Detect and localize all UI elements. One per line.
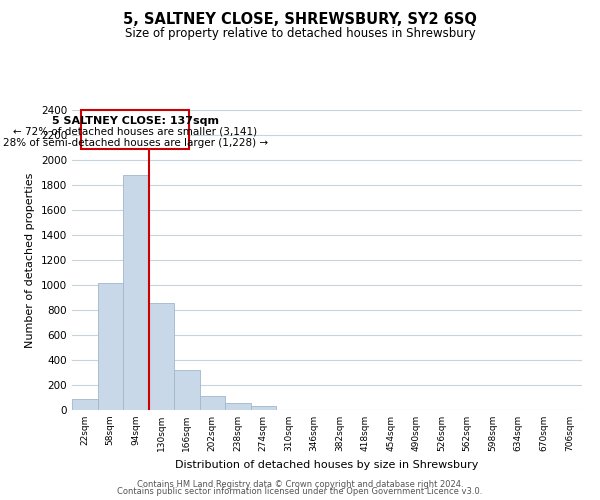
Text: 28% of semi-detached houses are larger (1,228) →: 28% of semi-detached houses are larger (… <box>2 138 268 148</box>
Y-axis label: Number of detached properties: Number of detached properties <box>25 172 35 348</box>
Bar <box>97 282 123 410</box>
Bar <box>149 303 174 410</box>
Text: ← 72% of detached houses are smaller (3,141): ← 72% of detached houses are smaller (3,… <box>13 127 257 137</box>
Text: Contains public sector information licensed under the Open Government Licence v3: Contains public sector information licen… <box>118 488 482 496</box>
Text: Contains HM Land Registry data © Crown copyright and database right 2024.: Contains HM Land Registry data © Crown c… <box>137 480 463 489</box>
Bar <box>225 403 251 410</box>
FancyBboxPatch shape <box>81 110 190 149</box>
X-axis label: Distribution of detached houses by size in Shrewsbury: Distribution of detached houses by size … <box>175 460 479 469</box>
Bar <box>251 406 276 410</box>
Bar <box>174 370 199 410</box>
Text: Size of property relative to detached houses in Shrewsbury: Size of property relative to detached ho… <box>125 28 475 40</box>
Bar <box>199 396 225 410</box>
Text: 5, SALTNEY CLOSE, SHREWSBURY, SY2 6SQ: 5, SALTNEY CLOSE, SHREWSBURY, SY2 6SQ <box>123 12 477 28</box>
Text: 5 SALTNEY CLOSE: 137sqm: 5 SALTNEY CLOSE: 137sqm <box>52 116 218 126</box>
Bar <box>123 175 149 410</box>
Bar <box>72 399 97 410</box>
